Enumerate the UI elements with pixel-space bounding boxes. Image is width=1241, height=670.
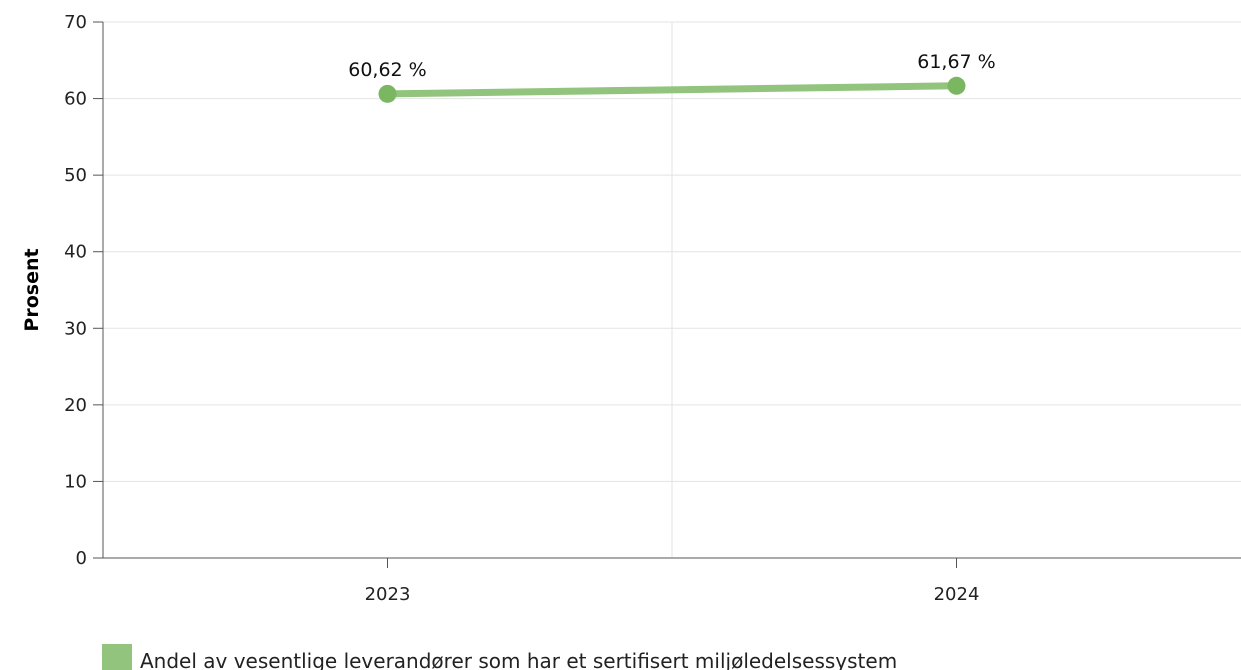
data-label: 60,62 % — [348, 59, 427, 81]
legend-swatch — [102, 644, 132, 670]
legend[interactable]: Andel av vesentlige leverandører som har… — [102, 644, 897, 670]
series-group: 60,62 % 61,67 % — [348, 51, 996, 103]
y-axis-title: Prosent — [21, 248, 43, 331]
data-point[interactable] — [947, 76, 966, 95]
x-tick-label: 2023 — [365, 584, 411, 605]
series-line — [384, 82, 960, 98]
grid-lines — [103, 21, 1241, 558]
legend-label: Andel av vesentlige leverandører som har… — [140, 649, 897, 670]
y-tick-label: 50 — [64, 165, 87, 186]
y-tick-label: 20 — [64, 395, 87, 416]
y-axis-ticks: 0 10 20 30 40 50 60 70 — [64, 12, 103, 569]
y-tick-label: 10 — [64, 471, 87, 492]
x-tick-label: 2024 — [934, 584, 980, 605]
y-tick-label: 60 — [64, 89, 87, 110]
y-tick-label: 0 — [76, 548, 87, 569]
data-label: 61,67 % — [917, 51, 996, 73]
y-tick-label: 30 — [64, 318, 87, 339]
y-tick-label: 40 — [64, 242, 87, 263]
x-axis-ticks: 2023 2024 — [365, 558, 980, 605]
y-tick-label: 70 — [64, 12, 87, 33]
data-point[interactable] — [378, 84, 397, 103]
